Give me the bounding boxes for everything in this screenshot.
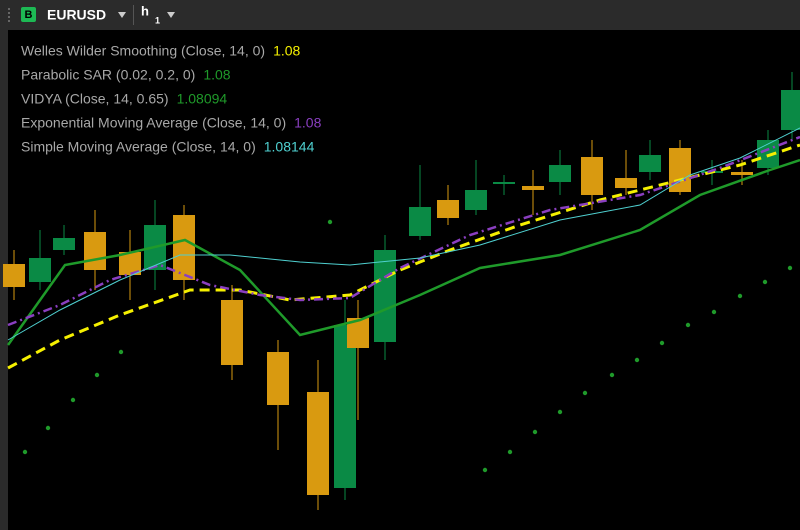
sar-dot [22, 449, 28, 455]
sar-dot [482, 467, 488, 473]
candle-body [29, 258, 51, 282]
sar-dot [787, 265, 793, 271]
candle-body [3, 264, 25, 287]
candle-body [409, 207, 431, 236]
sar-dot [609, 372, 615, 378]
grip [8, 8, 10, 22]
legend-value: 1.08 [273, 43, 300, 59]
plot [3, 72, 800, 510]
sar-dot [557, 409, 563, 415]
sar-dot [532, 429, 538, 435]
sar-dot [711, 309, 717, 315]
candle-body [615, 178, 637, 188]
legend-name: Parabolic SAR (0.02, 0.2, 0) [21, 67, 195, 83]
timeframe[interactable]: h [141, 3, 149, 18]
legend-name: Exponential Moving Average (Close, 14, 0… [21, 115, 286, 131]
symbol[interactable]: EURUSD [47, 7, 106, 23]
chart-area [8, 30, 800, 530]
candle-body [781, 90, 800, 130]
sar-dot [327, 219, 333, 225]
sar-dot [737, 293, 743, 299]
candle-body [639, 155, 661, 172]
candle-body [522, 186, 544, 190]
candle-body [581, 157, 603, 195]
candle-body [267, 352, 289, 405]
badge-bg[interactable] [21, 7, 36, 22]
legend-value: 1.08 [203, 67, 230, 83]
indicator-line [6, 158, 800, 346]
sar-dot [94, 372, 100, 378]
indicator-line [7, 127, 800, 341]
sar-dot [118, 349, 124, 355]
candle-body [347, 318, 369, 348]
timeframe-sub[interactable]: 1 [155, 15, 160, 25]
legend-name: Welles Wilder Smoothing (Close, 14, 0) [21, 43, 265, 59]
badge[interactable]: B [25, 9, 33, 21]
candle-body [221, 300, 243, 365]
legend-value: 1.08 [294, 115, 321, 131]
legend-name: VIDYA (Close, 14, 0.65) [21, 91, 169, 107]
candle-body [731, 172, 753, 175]
candle-body [493, 182, 515, 184]
sar-dot [685, 322, 691, 328]
candle-body [307, 392, 329, 495]
sar-dot [507, 449, 513, 455]
candle-body [173, 215, 195, 280]
candle-body [465, 190, 487, 210]
legend-name: Simple Moving Average (Close, 14, 0) [21, 139, 256, 155]
sar-dot [634, 357, 640, 363]
legend-value: 1.08094 [177, 91, 228, 107]
candle-body [374, 250, 396, 342]
candle-body [119, 252, 141, 275]
sar-dot [70, 397, 76, 403]
candle-body [53, 238, 75, 250]
candle-body [549, 165, 571, 182]
separator [133, 5, 134, 25]
legend: Welles Wilder Smoothing (Close, 14, 0) 1.… [21, 43, 322, 155]
sar-dot [659, 340, 665, 346]
timeframe-dropdown[interactable] [167, 12, 175, 18]
candle-body [334, 325, 356, 488]
sar-dot [582, 390, 588, 396]
sar-dot [45, 425, 51, 431]
candle-body [437, 200, 459, 218]
indicator-line [7, 135, 800, 327]
legend-value: 1.08144 [264, 139, 315, 155]
sar-dot [762, 279, 768, 285]
symbol-dropdown[interactable] [118, 12, 126, 18]
candle-body [84, 232, 106, 270]
